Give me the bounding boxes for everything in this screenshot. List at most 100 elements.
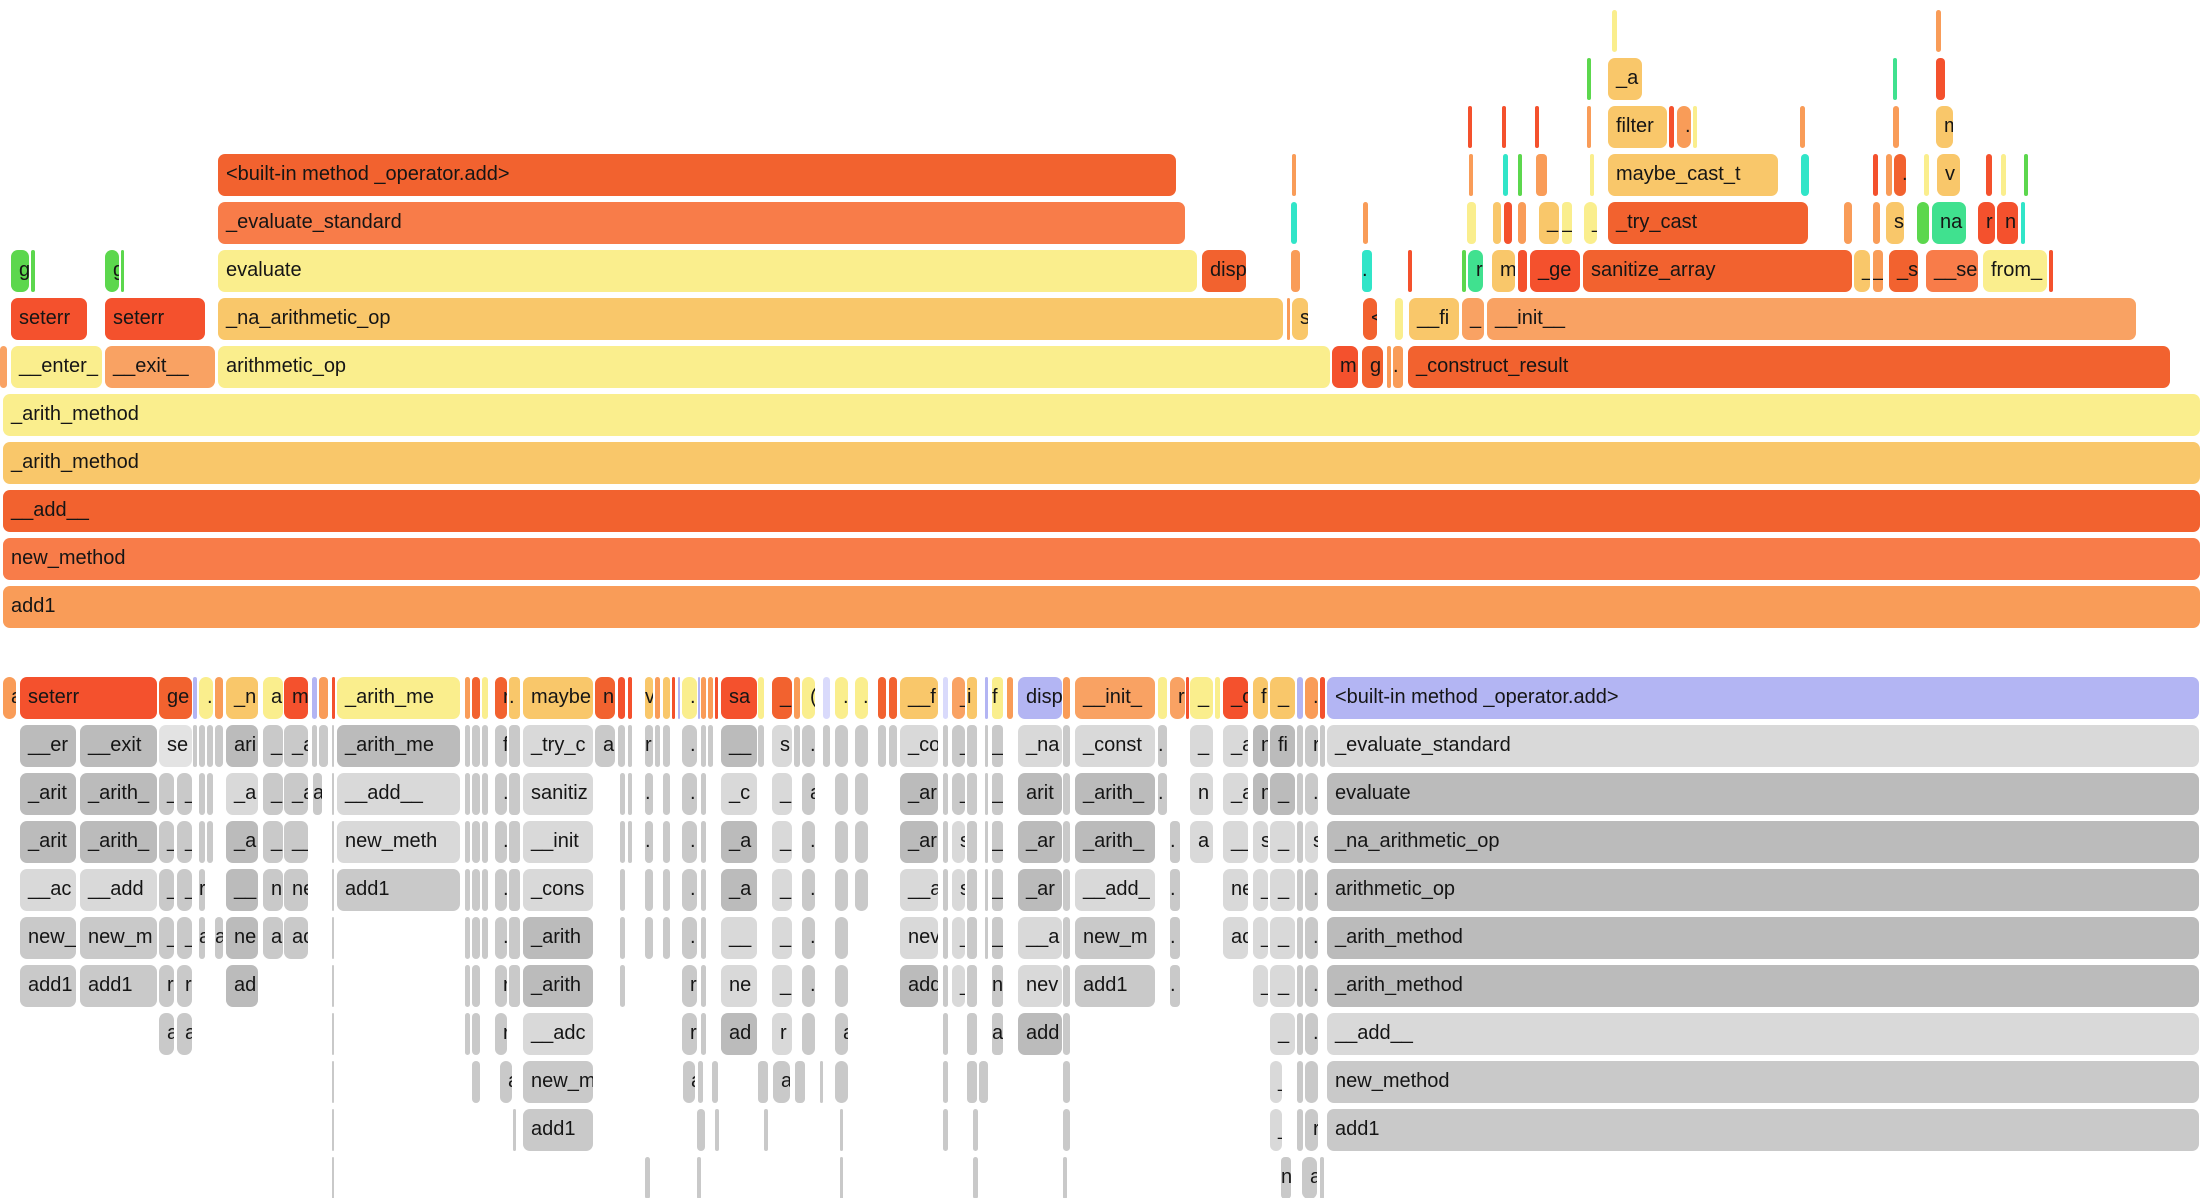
flame-frame-_[interactable]: _: [1190, 677, 1213, 719]
flame-frame[interactable]: [312, 725, 317, 767]
flame-frame-__[interactable]: __: [721, 725, 757, 767]
flame-frame-_[interactable]: _: [992, 917, 1003, 959]
flame-frame-[interactable]: .: [1170, 869, 1180, 911]
flame-frame-_[interactable]: _: [177, 773, 192, 815]
flame-frame[interactable]: [1287, 298, 1290, 340]
flame-frame-[interactable]: .: [1894, 154, 1906, 196]
flame-frame[interactable]: [855, 821, 868, 863]
flame-frame-[interactable]: .: [855, 677, 868, 719]
flame-frame[interactable]: [1007, 677, 1013, 719]
flame-frame-[interactable]: .: [1170, 821, 1180, 863]
flame-frame-f[interactable]: f: [992, 677, 1003, 719]
flame-frame[interactable]: [985, 725, 988, 767]
flame-frame[interactable]: [1292, 154, 1296, 196]
flame-frame[interactable]: [985, 917, 988, 959]
flame-frame[interactable]: [509, 725, 520, 767]
flame-frame-ne[interactable]: ne: [284, 869, 308, 911]
flame-frame[interactable]: [973, 1157, 978, 1198]
flame-frame-_[interactable]: _: [177, 821, 192, 863]
flame-frame[interactable]: [472, 773, 480, 815]
flame-frame-_[interactable]: _: [1270, 917, 1295, 959]
flame-frame-[interactable]: .: [802, 725, 815, 767]
flame-frame[interactable]: [1502, 106, 1506, 148]
flame-frame[interactable]: [207, 725, 213, 767]
flame-frame-[interactable]: .: [1305, 965, 1318, 1007]
flame-frame-_[interactable]: _: [772, 821, 792, 863]
flame-frame-_s[interactable]: _s: [1889, 250, 1918, 292]
flame-frame[interactable]: [482, 677, 488, 719]
flame-frame-add1[interactable]: add1: [1075, 965, 1155, 1007]
flame-frame[interactable]: [465, 1013, 470, 1055]
flame-frame[interactable]: [758, 725, 764, 767]
flame-frame[interactable]: [2001, 154, 2006, 196]
flame-frame-na[interactable]: na: [1932, 202, 1966, 244]
flame-frame-a[interactable]: a: [992, 1013, 1003, 1055]
flame-frame[interactable]: [701, 869, 706, 911]
flame-frame[interactable]: [1387, 346, 1391, 388]
flame-frame-_a[interactable]: _a: [1223, 773, 1248, 815]
flame-frame-add[interactable]: add: [900, 965, 938, 1007]
flame-frame[interactable]: [712, 1061, 718, 1103]
flame-frame-n[interactable]: n: [1190, 773, 1213, 815]
flame-frame-_arith_[interactable]: _arith_: [1075, 773, 1155, 815]
flame-frame[interactable]: [509, 917, 520, 959]
flame-frame-r[interactable]: r: [682, 965, 697, 1007]
flame-frame[interactable]: [835, 965, 848, 1007]
flame-frame-g[interactable]: g: [105, 250, 119, 292]
flame-frame-a[interactable]: a: [159, 1013, 174, 1055]
flame-frame-_[interactable]: _: [263, 821, 283, 863]
flame-frame-[interactable]: .: [802, 917, 815, 959]
flame-frame-r[interactable]: r: [495, 1013, 507, 1055]
flame-frame[interactable]: [618, 725, 625, 767]
flame-frame-[interactable]: .: [495, 821, 507, 863]
flame-frame-__init[interactable]: __init: [523, 821, 593, 863]
flame-frame[interactable]: [31, 250, 35, 292]
flame-frame-__add__[interactable]: __add__: [337, 773, 460, 815]
flame-frame[interactable]: [0, 346, 7, 388]
flame-frame[interactable]: [319, 725, 328, 767]
flame-frame-__add_[interactable]: __add_: [1075, 869, 1155, 911]
flame-frame[interactable]: [620, 917, 625, 959]
flame-frame[interactable]: [701, 725, 706, 767]
flame-frame-_[interactable]: _: [952, 917, 965, 959]
flame-frame[interactable]: [764, 1109, 768, 1151]
flame-frame-_[interactable]: _: [1270, 821, 1295, 863]
flame-frame-r[interactable]: r: [682, 1013, 697, 1055]
flame-frame[interactable]: [823, 725, 830, 767]
flame-frame[interactable]: [645, 1157, 650, 1198]
flame-frame[interactable]: [509, 773, 520, 815]
flame-frame[interactable]: [332, 869, 334, 911]
flame-frame-[interactable]: .: [835, 677, 848, 719]
flame-frame-_na_arithmetic_op[interactable]: _na_arithmetic_op: [1327, 821, 2199, 863]
flame-frame[interactable]: [465, 965, 470, 1007]
flame-frame[interactable]: [1291, 202, 1297, 244]
flame-frame-a[interactable]: a: [1302, 1157, 1317, 1198]
flame-frame[interactable]: [1518, 202, 1526, 244]
flame-frame-_[interactable]: _: [159, 917, 174, 959]
flame-frame-__se[interactable]: __se: [1926, 250, 1978, 292]
flame-frame[interactable]: [943, 965, 948, 1007]
flame-frame-n[interactable]: n: [992, 965, 1003, 1007]
flame-frame-[interactable]: .: [682, 677, 697, 719]
flame-frame[interactable]: [472, 1061, 480, 1103]
flame-frame-_c[interactable]: _c: [1223, 677, 1248, 719]
flame-frame-new_meth[interactable]: new_meth: [337, 821, 460, 863]
flame-frame-_na[interactable]: _na: [1018, 725, 1062, 767]
flame-frame[interactable]: [1320, 725, 1325, 767]
flame-frame[interactable]: [855, 773, 868, 815]
flame-frame-_arith_[interactable]: _arith_: [80, 821, 157, 863]
flame-frame[interactable]: [943, 869, 948, 911]
flame-frame-_[interactable]: _: [772, 677, 792, 719]
flame-frame-r[interactable]: r: [1305, 1109, 1318, 1151]
flame-frame[interactable]: [482, 773, 488, 815]
flame-frame[interactable]: [1936, 58, 1945, 100]
flame-frame-[interactable]: .: [645, 821, 653, 863]
flame-frame[interactable]: [332, 677, 335, 719]
flame-frame[interactable]: [979, 1061, 988, 1103]
flame-frame-add1[interactable]: add1: [337, 869, 460, 911]
flame-frame[interactable]: [698, 677, 700, 719]
flame-frame[interactable]: [628, 725, 632, 767]
flame-frame-_[interactable]: _: [952, 773, 965, 815]
flame-frame-n[interactable]: n: [1281, 1157, 1291, 1198]
flame-frame[interactable]: [715, 1109, 719, 1151]
